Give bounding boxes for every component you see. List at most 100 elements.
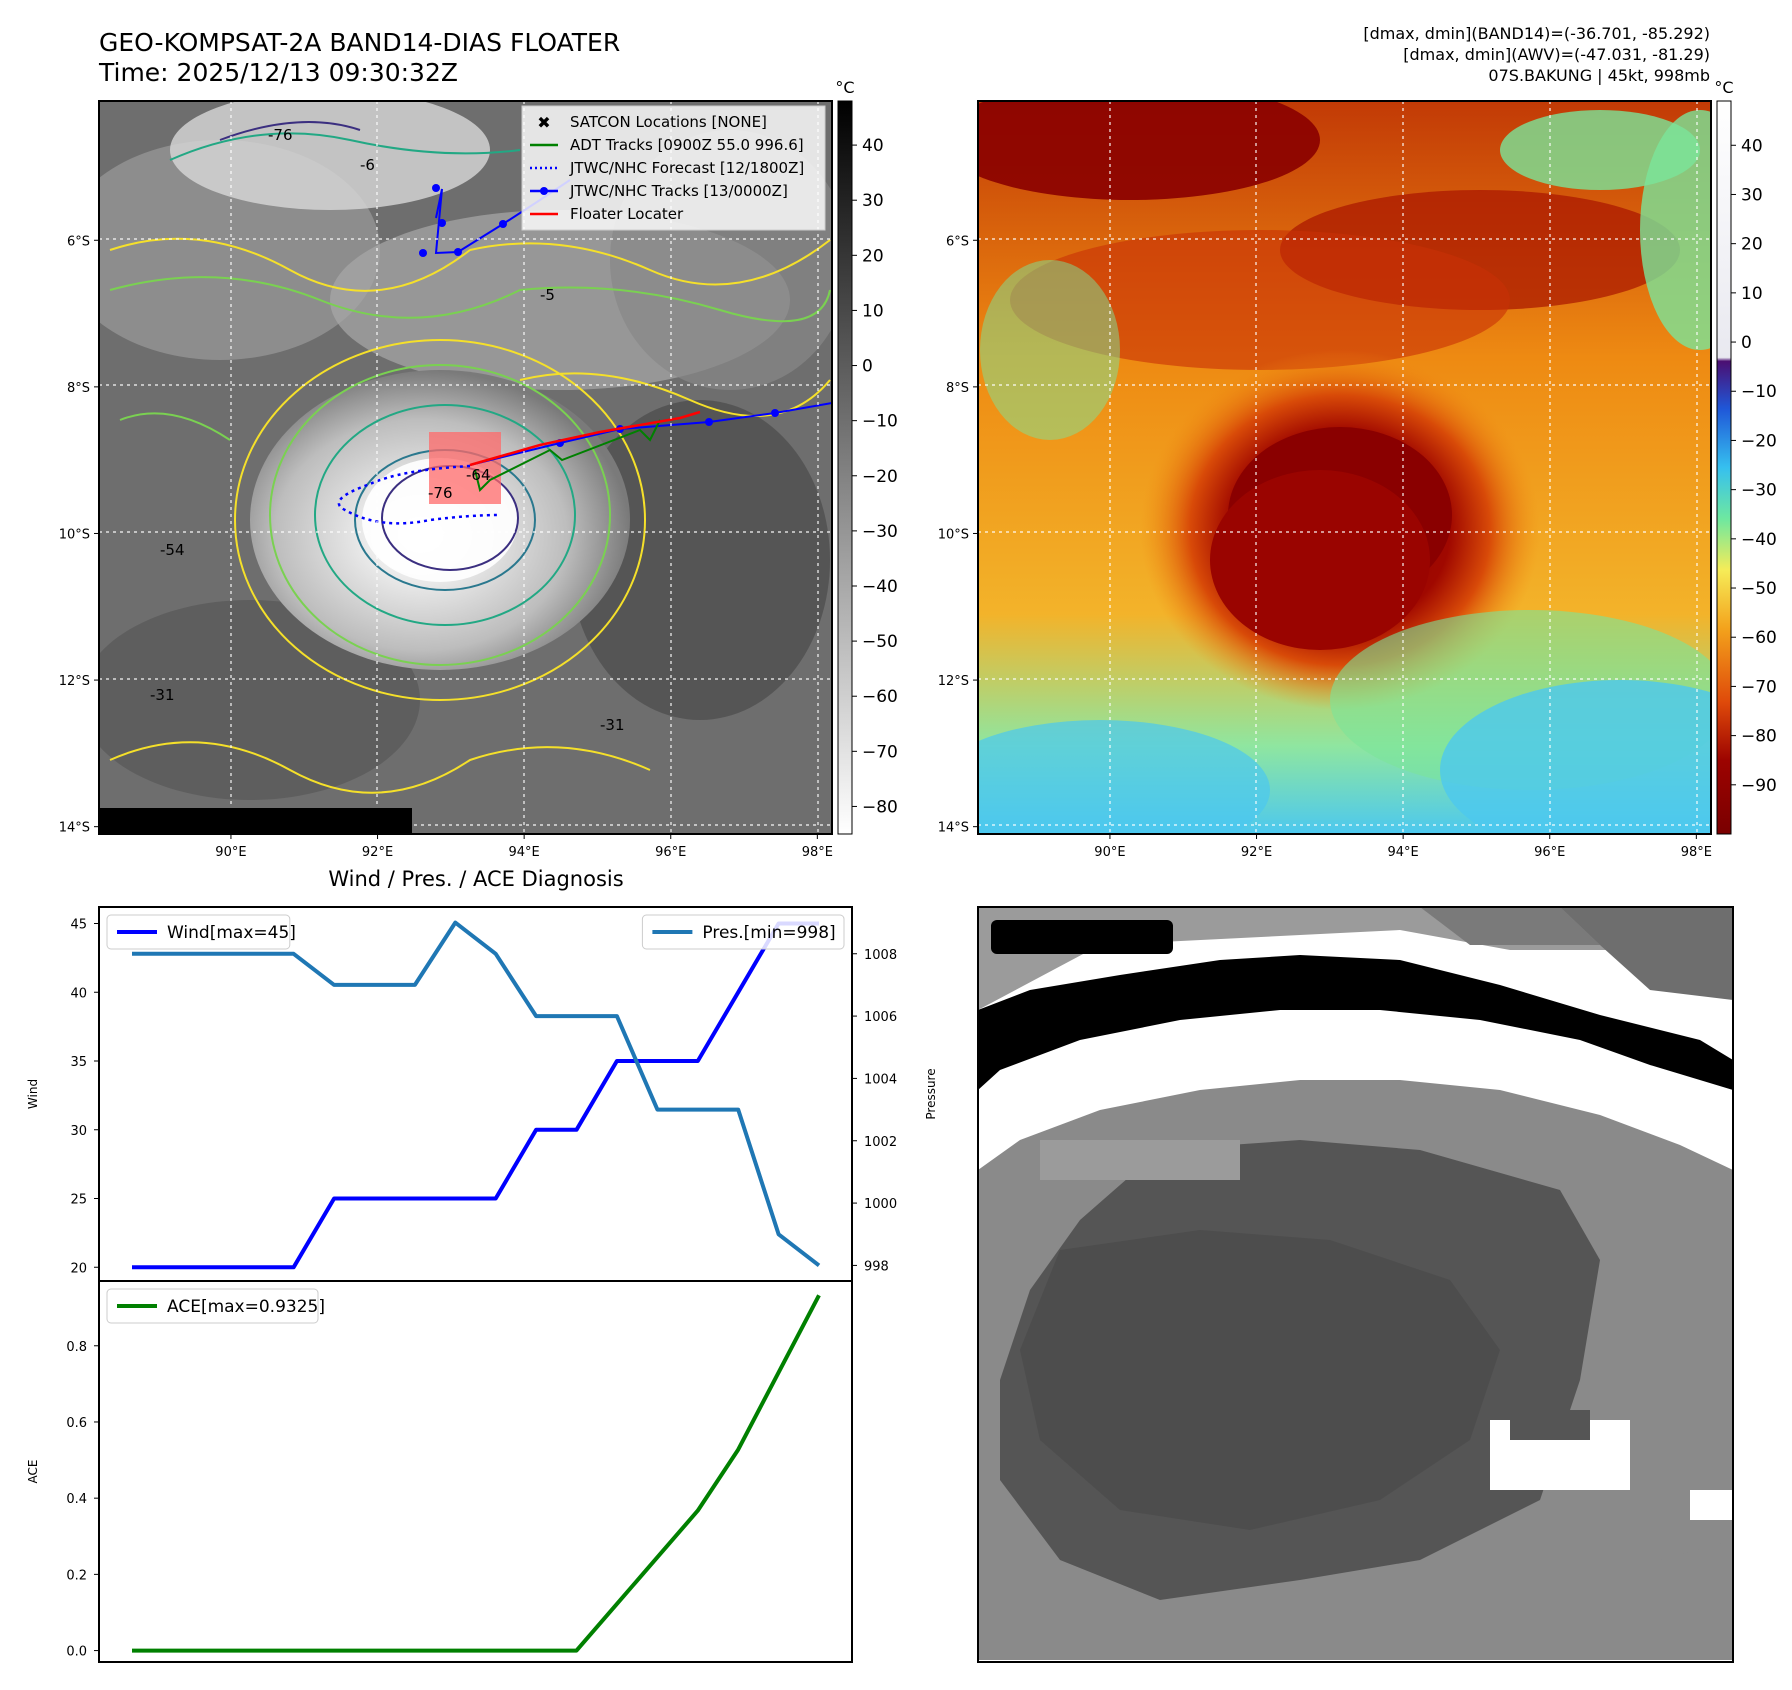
diagnosis-title: Wind / Pres. / ACE Diagnosis xyxy=(328,867,623,891)
colorbar-tick-label: 10 xyxy=(862,301,884,321)
y-tick-label: 0.6 xyxy=(66,1416,87,1431)
left-map-frame xyxy=(98,100,833,835)
colorbar-tick-label: 30 xyxy=(862,191,884,211)
lon-tick-label: 96°E xyxy=(1534,845,1565,860)
lat-tick-label: 12°S xyxy=(59,674,90,689)
y2-tick-label: 1004 xyxy=(864,1072,897,1087)
lon-tick-label: 92°E xyxy=(362,845,393,860)
y-tick-label: 0.0 xyxy=(66,1645,87,1660)
lon-tick-label: 94°E xyxy=(1388,845,1419,860)
chart-legend: Pres.[min=998] xyxy=(641,914,845,950)
copyright-text: Copyright © 2020-2025 Dapiya xyxy=(104,813,401,833)
colorbar-tick-label: 0 xyxy=(1741,333,1752,353)
lat-tick-label: 6°S xyxy=(946,234,969,249)
chart-legend-label: Pres.[min=998] xyxy=(702,923,835,943)
y-tick-label: 45 xyxy=(70,918,87,933)
lat-tick-label: 10°S xyxy=(938,527,969,542)
lon-tick-label: 90°E xyxy=(215,845,246,860)
lon-tick-label: 98°E xyxy=(1681,845,1712,860)
lat-tick-label: 14°S xyxy=(59,821,90,836)
wmg-count-badge xyxy=(991,920,1173,954)
wmg-image xyxy=(978,907,1733,1662)
legend-item: JTWC/NHC Forecast [12/1800Z] xyxy=(530,159,804,177)
contour-label: -31 xyxy=(600,716,625,734)
colorbar-tick-label: −50 xyxy=(862,632,898,652)
figure-title: GEO-KOMPSAT-2A BAND14-DIAS FLOATER xyxy=(99,28,620,57)
chart-legend-label: ACE[max=0.9325] xyxy=(167,1297,325,1317)
y-tick-label: 0.8 xyxy=(66,1340,87,1355)
contour-label: -76 xyxy=(428,484,453,502)
y2-tick-label: 1002 xyxy=(864,1135,897,1150)
colorbar-tick-label: −70 xyxy=(1741,677,1777,697)
y-tick-label: 25 xyxy=(70,1193,87,1208)
contour-label: -64 xyxy=(466,466,491,484)
colorbar-tick-label: −30 xyxy=(862,522,898,542)
colorbar-tick-label: 40 xyxy=(862,136,884,156)
legend-item: JTWC/NHC Tracks [13/0000Z] xyxy=(530,182,788,200)
colorbar-tick-label: −40 xyxy=(862,577,898,597)
color-colorbar: °C 40 30 20 10 0 −10 −20 −30 −40 −50 −60 −70 −80 −90 xyxy=(1714,78,1777,835)
legend-item: Floater Locater xyxy=(530,205,684,223)
colorbar-tick-label: −80 xyxy=(1741,727,1777,747)
y2-tick-label: 1006 xyxy=(864,1010,897,1025)
colorbar-tick-label: 40 xyxy=(1741,136,1763,156)
colorbar-tick-label: 30 xyxy=(1741,185,1763,205)
colorbar-tick-label: 20 xyxy=(862,246,884,266)
gray-colorbar: °C 40 30 20 10 0 −10 −20 −30 −40 −50 −60 −70 −80 xyxy=(835,78,898,835)
y2-tick-label: 1000 xyxy=(864,1197,897,1212)
lon-tick-label: 90°E xyxy=(1094,845,1125,860)
colorbar-tick-label: 20 xyxy=(1741,235,1763,255)
y-tick-label: 30 xyxy=(70,1124,87,1139)
info-awv: [dmax, dmin](AWV)=(-47.031, -81.29) xyxy=(1403,45,1710,64)
colorbar-tick-label: −90 xyxy=(1741,776,1777,796)
colorbar-tick-label: −40 xyxy=(1741,530,1777,550)
y2-tick-label: 998 xyxy=(864,1259,889,1274)
ace-panel xyxy=(98,1280,853,1663)
lat-tick-label: 8°S xyxy=(67,381,90,396)
colorbar-tick-label: −10 xyxy=(862,412,898,432)
color-colorbar-unit: °C xyxy=(1714,78,1733,97)
y-tick-label: 0.4 xyxy=(66,1492,87,1507)
colorbar-tick-label: −60 xyxy=(1741,628,1777,648)
legend-label: JTWC/NHC Tracks [13/0000Z] xyxy=(569,182,788,200)
lat-tick-label: 14°S xyxy=(938,821,969,836)
series-line xyxy=(132,921,819,1270)
gray-colorbar-unit: °C xyxy=(835,78,854,97)
legend-item: ✖ SATCON Locations [NONE] xyxy=(537,113,767,132)
y2-axis-label: Pressure xyxy=(924,1068,938,1119)
lat-tick-label: 10°S xyxy=(59,527,90,542)
wmg-count-label: WMG Count: 0 xyxy=(998,925,1159,949)
chart-legend-label: Wind[max=45] xyxy=(167,923,296,943)
colorbar-tick-label: −30 xyxy=(1741,481,1777,501)
colorbar-tick-label: 0 xyxy=(862,357,873,377)
colorbar-tick-label: −50 xyxy=(1741,579,1777,599)
legend-label: JTWC/NHC Forecast [12/1800Z] xyxy=(569,159,804,177)
colorbar-tick-label: −20 xyxy=(1741,431,1777,451)
y-tick-label: 40 xyxy=(70,986,87,1001)
legend-label: SATCON Locations [NONE] xyxy=(570,113,767,131)
info-storm: 07S.BAKUNG | 45kt, 998mb xyxy=(1488,66,1710,85)
contour-label: -76 xyxy=(268,126,293,144)
y-tick-label: 35 xyxy=(70,1055,87,1070)
y2-tick-label: 1008 xyxy=(864,948,897,963)
wmg-frame xyxy=(977,906,1734,1663)
lon-tick-label: 96°E xyxy=(655,845,686,860)
series-line xyxy=(132,1294,821,1653)
contour-label: -54 xyxy=(160,541,185,559)
lon-tick-label: 92°E xyxy=(1241,845,1272,860)
chart-legend: ACE[max=0.9325] xyxy=(106,1288,325,1324)
ir-color-map xyxy=(978,101,1711,834)
series-line xyxy=(132,920,821,1267)
y-tick-label: 20 xyxy=(70,1261,87,1276)
y-axis-label: ACE xyxy=(26,1460,40,1484)
chart-legend: Wind[max=45] xyxy=(106,914,296,950)
legend-label: Floater Locater xyxy=(570,205,684,223)
colorbar-tick-label: 10 xyxy=(1741,284,1763,304)
colorbar-tick-label: −80 xyxy=(862,797,898,817)
lat-tick-label: 12°S xyxy=(938,674,969,689)
colorbar-tick-label: −20 xyxy=(862,467,898,487)
right-map-frame xyxy=(977,100,1712,835)
y-axis-label: Wind xyxy=(26,1079,40,1109)
copyright-box xyxy=(99,808,412,834)
